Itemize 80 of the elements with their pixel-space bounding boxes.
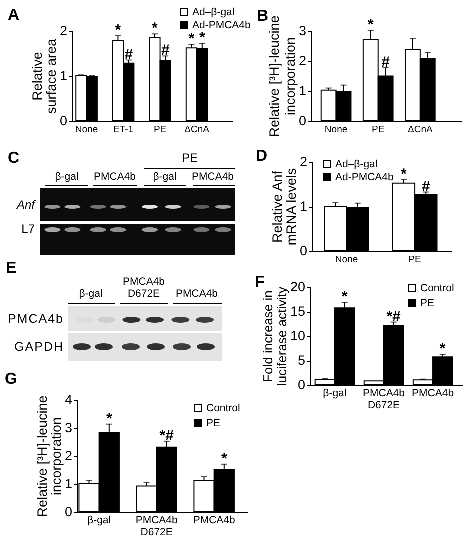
legend-label: Control: [206, 402, 240, 414]
data-label: *: [188, 30, 195, 48]
chart-title: A: [8, 7, 20, 24]
y-tick-label: 0: [298, 378, 306, 392]
y-tick-label: 3: [298, 24, 306, 38]
text: PMCA4b: [8, 312, 64, 326]
y-tick-label: 3: [64, 420, 72, 436]
text: PMCA4b D672E: [122, 276, 166, 300]
legend-label: Ad-PMCA4b: [192, 19, 252, 32]
y-tick-label: 15: [290, 304, 306, 319]
y-tick-label: 1: [300, 199, 308, 214]
y-tick-label: 1: [60, 68, 68, 84]
x-tick-label: PMCA4b: [193, 514, 236, 526]
y-tick-label: 20: [290, 280, 306, 294]
data-label: #: [161, 42, 170, 60]
y-tick-label: 0: [298, 114, 306, 128]
data-label: *: [440, 340, 446, 358]
x-tick-label: PMCA4b D672E: [362, 388, 406, 412]
text: C: [8, 150, 20, 167]
x-tick-label: None: [335, 254, 358, 266]
data-label: *: [106, 410, 112, 428]
y-tick-label: 0: [64, 504, 72, 520]
text: PMCA4b: [176, 288, 218, 300]
y-tick-label: 2: [298, 54, 306, 68]
text: L7: [22, 222, 35, 237]
text: GAPDH: [14, 340, 64, 354]
text: β-gal: [55, 170, 79, 183]
data-label: *: [199, 30, 206, 47]
y-axis-title: Relative Anf mRNA levels: [270, 168, 299, 246]
chart-title: B: [257, 8, 269, 25]
x-tick-label: PE: [154, 124, 167, 136]
data-label: *: [368, 16, 374, 34]
x-tick-label: ΔCnA: [184, 124, 210, 136]
data-label: #: [124, 46, 134, 64]
chart-title: G: [5, 371, 18, 388]
y-tick-label: 2: [60, 24, 68, 38]
x-tick-label: PMCA4b: [412, 388, 454, 400]
text: Anf: [16, 198, 35, 213]
y-tick-label: 1: [64, 476, 72, 492]
x-tick-label: β-gal: [88, 514, 112, 526]
data-label: #: [382, 54, 391, 71]
chart-title: D: [256, 148, 268, 165]
data-label: *: [115, 22, 122, 39]
text: PE: [182, 151, 198, 166]
y-axis-title: Relative [³H]-leucine incorporation: [266, 16, 298, 138]
legend-label: PE: [206, 417, 221, 430]
y-axis-title: Relative surface area: [30, 38, 59, 114]
y-axis-title: Relative [³H]-leucine incorporation: [34, 396, 64, 518]
x-tick-label: ET-1: [114, 124, 134, 136]
x-tick-label: None: [324, 124, 348, 136]
text: PMCA4b: [94, 170, 136, 183]
y-tick-label: 10: [290, 328, 306, 344]
x-tick-label: β-gal: [323, 388, 347, 400]
x-tick-label: None: [75, 124, 98, 136]
y-tick-label: 0: [60, 114, 68, 128]
data-label: *: [152, 20, 158, 38]
y-tick-label: 1: [298, 84, 306, 98]
legend-label: Ad–β-gal: [336, 158, 378, 170]
data-label: *: [221, 450, 228, 468]
x-tick-label: ΔCnA: [408, 124, 434, 136]
y-tick-label: 2: [300, 154, 308, 170]
y-tick-label: 4: [64, 392, 73, 408]
data-label: *#: [160, 427, 175, 444]
text: β-gal: [79, 288, 103, 300]
text: PMCA4b: [192, 170, 234, 183]
x-tick-label: PMCA4b D672E: [136, 514, 178, 538]
text: E: [6, 260, 17, 277]
data-label: #: [422, 178, 431, 196]
y-tick-label: 2: [64, 448, 72, 464]
data-label: *: [342, 288, 348, 306]
data-label: *: [401, 166, 408, 183]
y-tick-label: 0: [300, 244, 308, 258]
x-tick-label: PE: [372, 124, 385, 136]
text: β-gal: [153, 170, 177, 183]
legend-label: Ad-PMCA4b: [336, 171, 394, 184]
legend-label: Ad–β-gal: [192, 6, 235, 18]
legend-label: Control: [420, 282, 454, 294]
data-label: *#: [386, 308, 402, 326]
y-tick-label: 5: [298, 353, 306, 368]
legend-label: PE: [420, 297, 435, 310]
